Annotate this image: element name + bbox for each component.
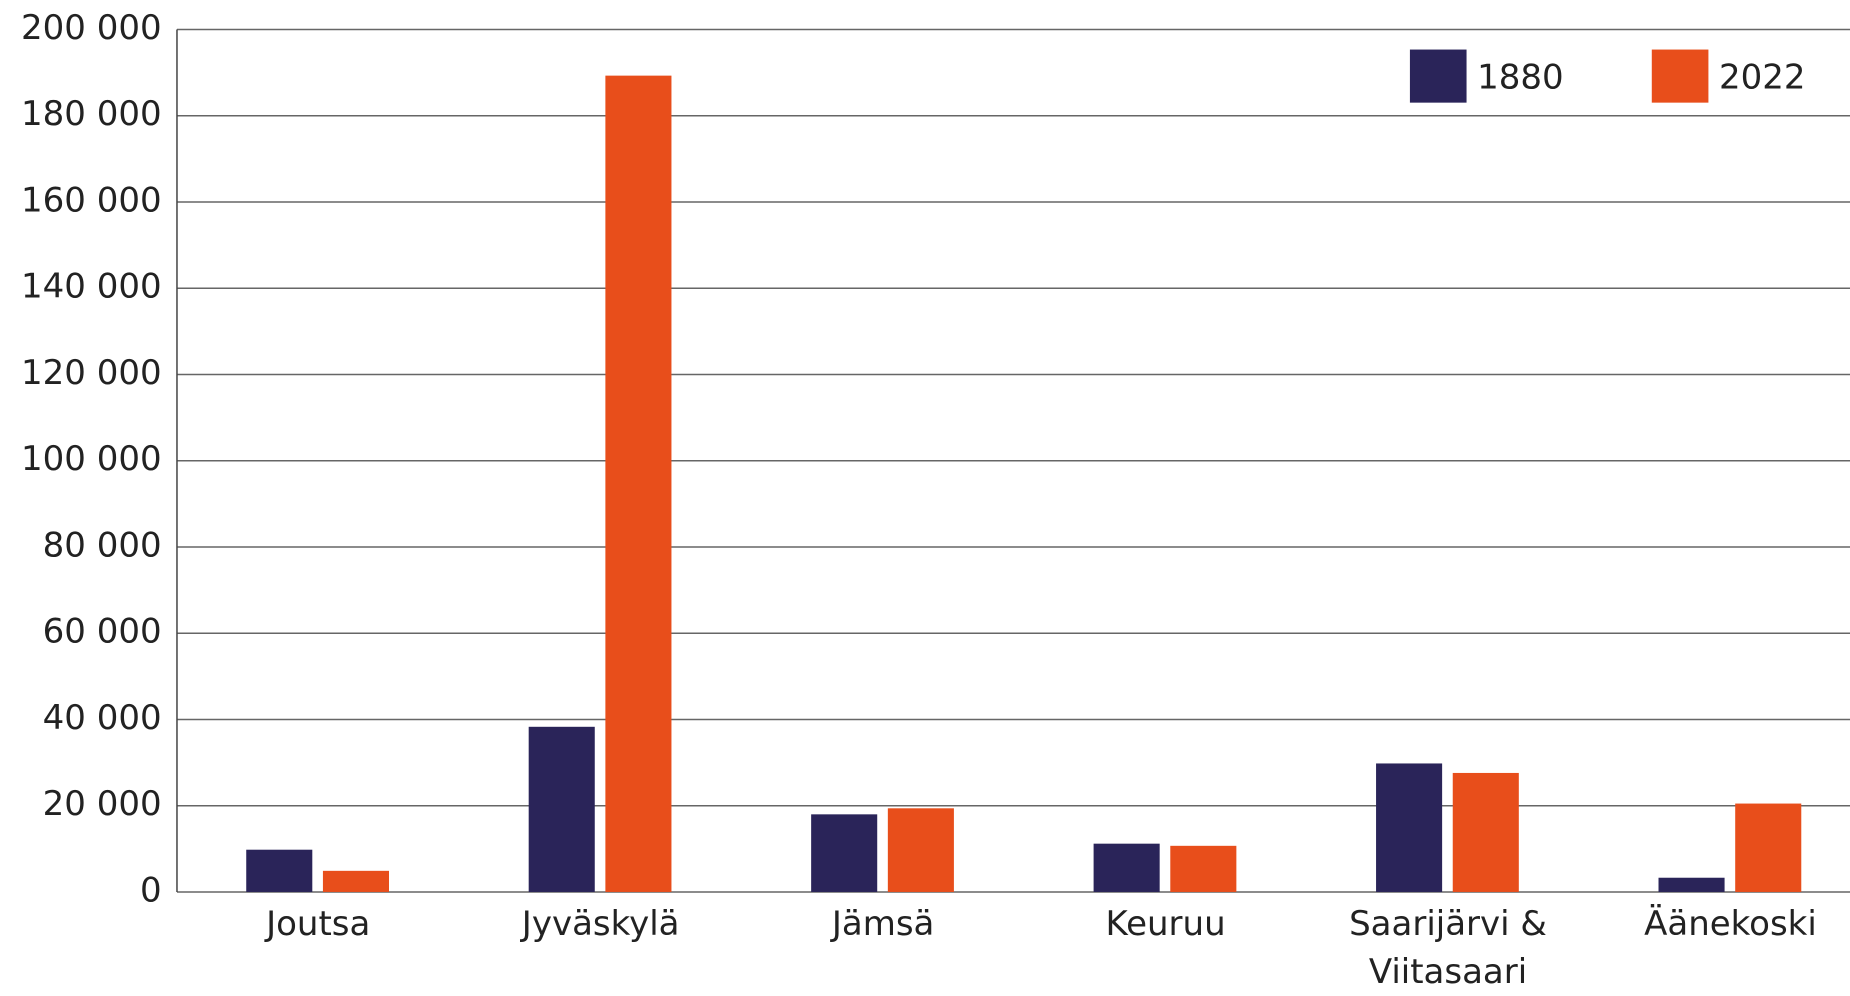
bar — [605, 75, 672, 892]
legend-label: 2022 — [1719, 58, 1806, 98]
bar — [528, 726, 595, 892]
x-tick-label: Jyväskylä — [521, 903, 680, 944]
legend-swatch — [1409, 49, 1467, 103]
y-tick-label: 200 000 — [21, 8, 162, 48]
x-tick-label: Joutsa — [266, 903, 371, 944]
y-tick-label: 140 000 — [21, 267, 162, 307]
y-tick-label: 120 000 — [21, 353, 162, 393]
y-tick-label: 100 000 — [21, 439, 162, 479]
x-tick-label: Saarijärvi & Viitasaari — [1349, 903, 1547, 992]
bar — [246, 849, 313, 892]
bar — [1735, 803, 1802, 892]
x-tick-label: Keuruu — [1105, 903, 1226, 944]
y-tick-label: 40 000 — [43, 698, 162, 738]
y-tick-label: 60 000 — [43, 612, 162, 652]
x-tick-label: Jämsä — [831, 903, 935, 944]
y-tick-label: 160 000 — [21, 180, 162, 220]
y-tick-label: 80 000 — [43, 525, 162, 565]
bar — [887, 808, 954, 892]
bar — [322, 870, 389, 892]
bar — [1452, 772, 1519, 892]
y-tick-label: 180 000 — [21, 94, 162, 134]
bar — [1170, 845, 1237, 892]
legend-label: 1880 — [1477, 58, 1564, 98]
bar — [811, 814, 878, 892]
bar — [1093, 843, 1160, 892]
bar — [1658, 877, 1725, 892]
legend-swatch — [1651, 49, 1709, 103]
bar — [1376, 763, 1443, 892]
x-tick-label: Äänekoski — [1644, 903, 1817, 944]
y-tick-label: 20 000 — [43, 784, 162, 824]
y-tick-label: 0 — [140, 870, 162, 910]
